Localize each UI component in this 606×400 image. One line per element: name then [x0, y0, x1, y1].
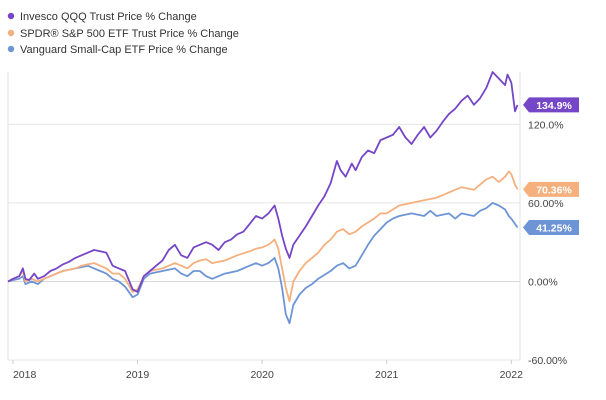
- legend: Invesco QQQ Trust Price % Change SPDR® S…: [7, 11, 239, 56]
- y-axis: 120.0% 60.00% 0.00% -60.00%: [528, 119, 567, 367]
- x-tick-label: 2018: [13, 369, 37, 381]
- end-value-badges: 134.9% 70.36% 41.25%: [523, 97, 579, 235]
- legend-marker-qqq: [7, 12, 15, 20]
- series-line-2: [7, 202, 519, 325]
- plot-area: [7, 71, 521, 361]
- y-tick-label: -60.00%: [528, 355, 567, 367]
- x-tick-label: 2019: [126, 369, 150, 381]
- legend-item-qqq: Invesco QQQ Trust Price % Change: [7, 11, 197, 23]
- x-tick-label: 2020: [250, 369, 274, 381]
- legend-item-vb: Vanguard Small-Cap ETF Price % Change: [7, 44, 228, 56]
- end-badge-label-0: 134.9%: [536, 100, 572, 112]
- end-badge-0: [523, 97, 579, 113]
- end-badge-1: [523, 181, 579, 197]
- legend-label-vb: Vanguard Small-Cap ETF Price % Change: [20, 44, 228, 56]
- legend-item-spy: SPDR® S&P 500 ETF Trust Price % Change: [7, 28, 239, 40]
- y-tick-label: 0.00%: [528, 276, 558, 288]
- legend-label-qqq: Invesco QQQ Trust Price % Change: [20, 11, 197, 23]
- x-axis: 2018 2019 2020 2021 2022: [12, 360, 524, 381]
- end-badge-2: [523, 219, 579, 235]
- legend-label-spy: SPDR® S&P 500 ETF Trust Price % Change: [20, 28, 239, 40]
- end-badge-label-1: 70.36%: [536, 184, 572, 196]
- y-tick-label: 120.0%: [528, 119, 564, 131]
- end-badge-label-2: 41.25%: [536, 222, 572, 234]
- series-line-0: [7, 71, 519, 293]
- y-tick-label: 60.00%: [528, 198, 564, 210]
- legend-marker-vb: [7, 45, 15, 53]
- x-tick-label: 2022: [500, 369, 524, 381]
- series-line-1: [7, 170, 519, 302]
- x-tick-label: 2021: [375, 369, 399, 381]
- legend-marker-spy: [7, 29, 15, 37]
